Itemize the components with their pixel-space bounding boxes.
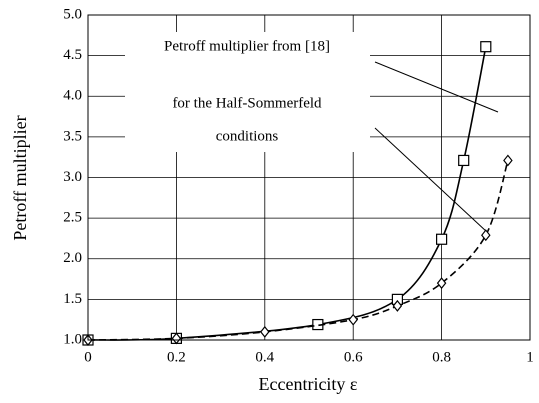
x-tick-label: 0.2	[167, 349, 186, 365]
marker	[260, 325, 270, 338]
marker	[481, 229, 491, 242]
marker	[392, 299, 403, 312]
y-tick-label: 1.0	[63, 331, 82, 347]
annotation: Petroff multiplier from [18]	[164, 38, 330, 54]
marker	[348, 313, 358, 326]
plot-border	[87, 14, 531, 341]
pointer-line	[374, 127, 488, 233]
x-tick-label: 0.6	[344, 349, 363, 365]
marker	[503, 154, 513, 167]
series-line	[87, 160, 509, 341]
x-tick-label: 0	[84, 349, 92, 365]
marker	[171, 332, 182, 345]
y-axis-title: Petroff multiplier	[10, 115, 30, 240]
x-tick-label: 0.4	[255, 349, 274, 365]
y-tick-label: 2.5	[63, 210, 82, 226]
marker	[436, 233, 448, 245]
annotation: for the Half-Sommerfeld	[172, 95, 322, 111]
y-tick-label: 1.5	[63, 291, 82, 307]
annotation: conditions	[216, 128, 279, 144]
marker	[458, 154, 470, 167]
marker	[436, 277, 447, 290]
y-tick-label: 5.0	[63, 6, 82, 22]
marker	[480, 41, 492, 53]
x-tick-label: 1	[526, 349, 534, 365]
y-tick-label: 4.5	[63, 47, 82, 63]
y-tick-label: 2.0	[63, 250, 82, 266]
y-tick-label: 4.0	[63, 88, 82, 104]
x-axis-title: Eccentricity ε	[258, 374, 357, 394]
y-tick-label: 3.5	[63, 128, 82, 144]
annotation-box	[125, 32, 370, 152]
x-tick-label: 0.8	[432, 349, 451, 365]
pointer-line	[374, 61, 499, 113]
y-tick-label: 3.0	[63, 169, 82, 185]
